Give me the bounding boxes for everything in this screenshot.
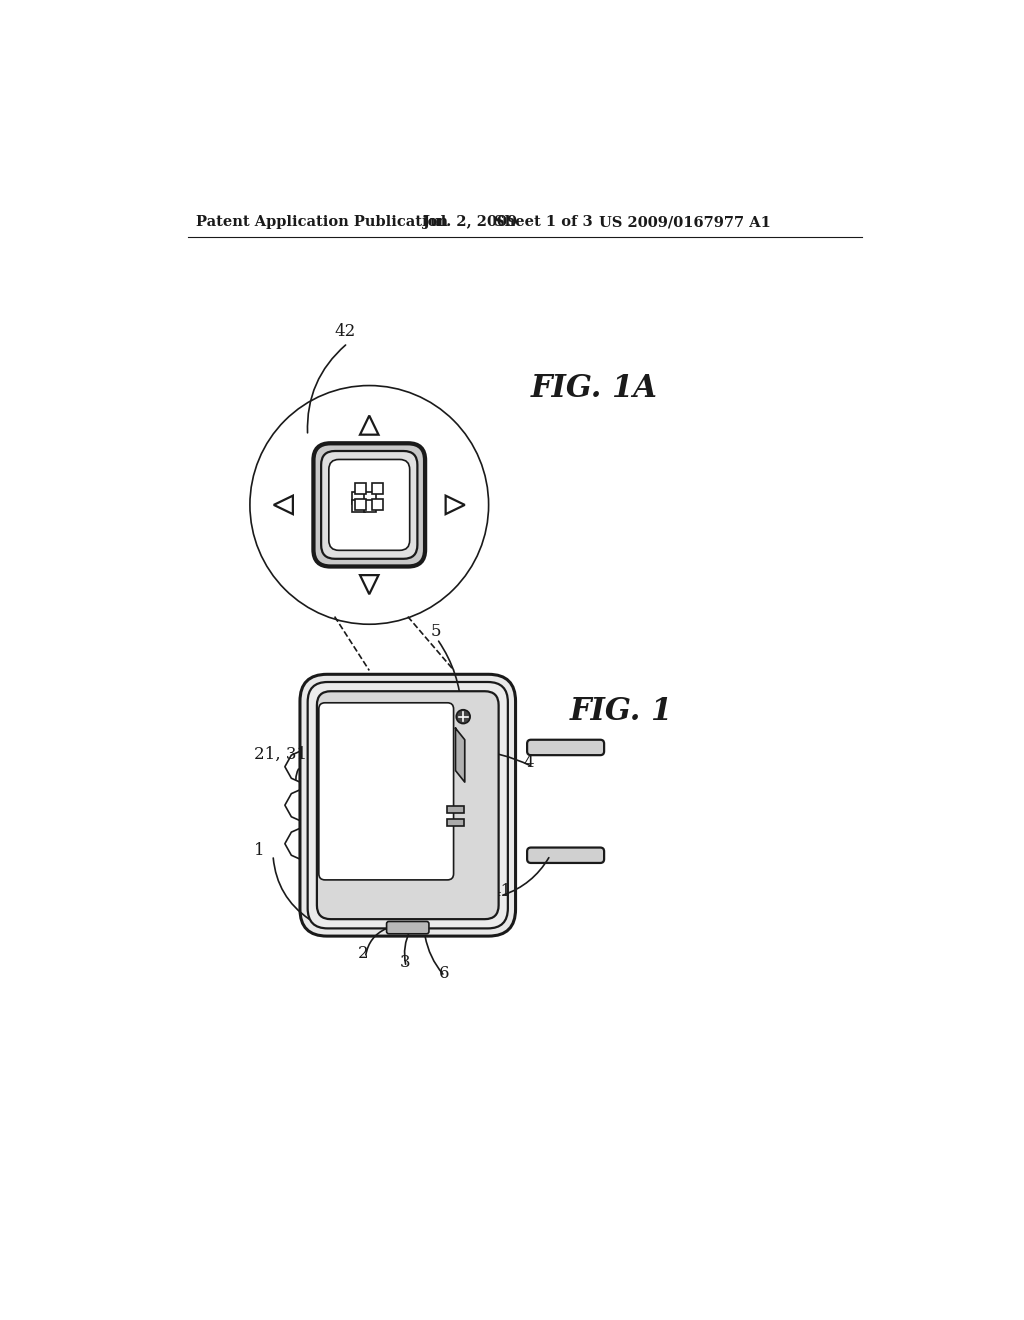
Circle shape xyxy=(457,710,470,723)
Bar xyxy=(352,492,365,504)
Text: 3: 3 xyxy=(400,954,411,972)
Bar xyxy=(447,805,464,813)
FancyBboxPatch shape xyxy=(313,444,425,566)
Text: FIG. 1: FIG. 1 xyxy=(569,697,673,727)
Bar xyxy=(355,499,367,510)
Bar xyxy=(373,499,383,510)
Bar xyxy=(373,483,383,494)
Text: 5: 5 xyxy=(431,623,441,640)
FancyBboxPatch shape xyxy=(318,702,454,880)
FancyBboxPatch shape xyxy=(527,739,604,755)
FancyBboxPatch shape xyxy=(322,451,418,558)
FancyBboxPatch shape xyxy=(527,847,604,863)
Bar xyxy=(364,499,376,512)
Text: 6: 6 xyxy=(438,965,450,982)
Bar xyxy=(364,492,376,504)
Text: FIG. 1A: FIG. 1A xyxy=(531,374,657,404)
Text: Jul. 2, 2009: Jul. 2, 2009 xyxy=(423,215,517,230)
Text: 2: 2 xyxy=(357,945,369,962)
FancyBboxPatch shape xyxy=(307,682,508,928)
Text: 42: 42 xyxy=(335,322,356,339)
FancyBboxPatch shape xyxy=(300,675,515,936)
FancyBboxPatch shape xyxy=(387,921,429,933)
Text: Patent Application Publication: Patent Application Publication xyxy=(196,215,449,230)
FancyBboxPatch shape xyxy=(316,692,499,919)
Bar xyxy=(355,483,367,494)
Text: 1: 1 xyxy=(254,842,264,859)
Text: 41: 41 xyxy=(490,883,512,900)
Text: 4: 4 xyxy=(523,754,534,771)
FancyBboxPatch shape xyxy=(329,459,410,550)
Bar xyxy=(447,818,464,825)
Bar xyxy=(352,499,365,512)
Text: 21, 31: 21, 31 xyxy=(254,746,307,763)
Text: Sheet 1 of 3: Sheet 1 of 3 xyxy=(494,215,593,230)
Text: US 2009/0167977 A1: US 2009/0167977 A1 xyxy=(599,215,771,230)
Polygon shape xyxy=(456,729,465,781)
